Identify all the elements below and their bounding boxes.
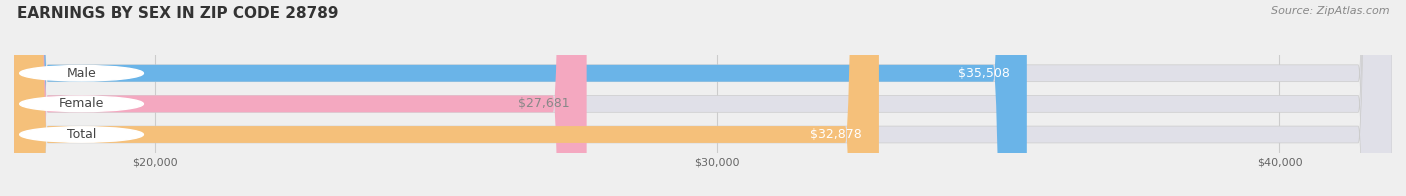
Text: Female: Female [59,97,104,110]
Text: $27,681: $27,681 [519,97,569,110]
FancyBboxPatch shape [14,0,1026,196]
Ellipse shape [20,96,143,112]
FancyBboxPatch shape [14,0,1392,196]
FancyBboxPatch shape [14,0,586,196]
Text: $35,508: $35,508 [957,67,1010,80]
Text: Male: Male [66,67,97,80]
FancyBboxPatch shape [14,0,879,196]
Text: Total: Total [67,128,96,141]
FancyBboxPatch shape [14,0,1392,196]
Text: $32,878: $32,878 [810,128,862,141]
FancyBboxPatch shape [14,0,1392,196]
Ellipse shape [20,127,143,142]
Text: EARNINGS BY SEX IN ZIP CODE 28789: EARNINGS BY SEX IN ZIP CODE 28789 [17,6,339,21]
Text: Source: ZipAtlas.com: Source: ZipAtlas.com [1271,6,1389,16]
Ellipse shape [20,65,143,81]
